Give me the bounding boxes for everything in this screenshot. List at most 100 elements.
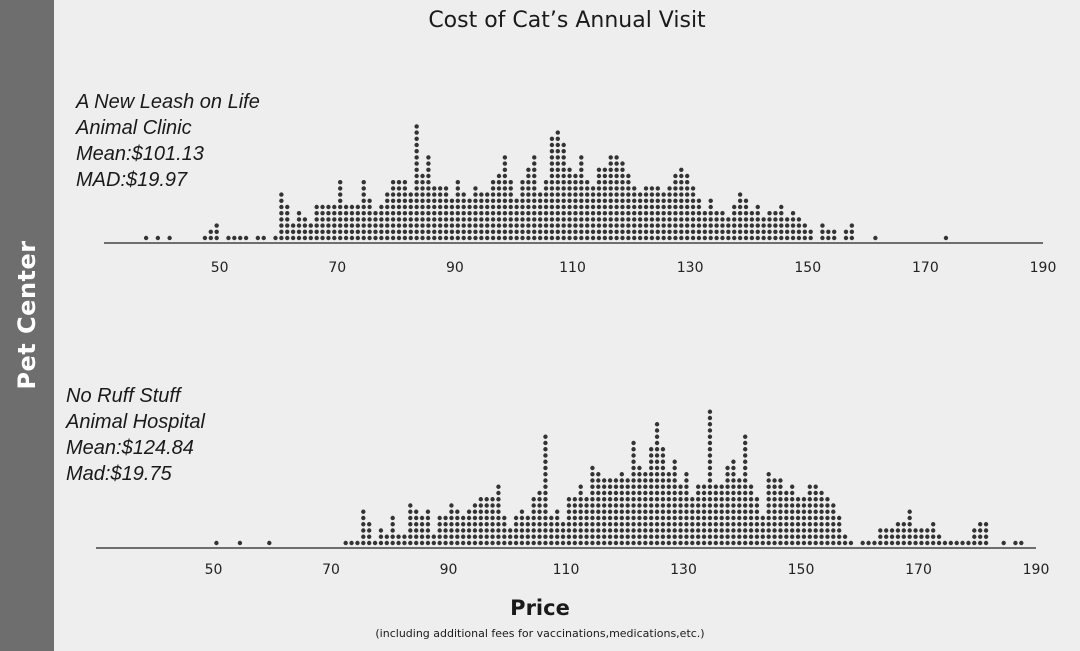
- data-dot: [673, 229, 678, 234]
- data-dot: [602, 229, 608, 234]
- data-dot: [648, 490, 654, 496]
- data-dot: [543, 223, 549, 228]
- data-dot: [690, 534, 695, 539]
- data-dot: [432, 211, 437, 216]
- data-dot: [413, 509, 419, 514]
- data-dot: [731, 515, 736, 521]
- data-dot: [560, 522, 566, 527]
- data-dot: [684, 229, 690, 234]
- data-dot: [361, 515, 366, 521]
- data-dot: [620, 186, 625, 191]
- data-dot: [637, 229, 643, 234]
- data-dot: [578, 503, 583, 508]
- data-dot: [537, 229, 543, 234]
- data-dot: [402, 180, 408, 185]
- data-dot: [561, 186, 566, 191]
- data-dot: [643, 515, 648, 521]
- data-dot: [619, 540, 625, 546]
- data-dot: [479, 229, 484, 234]
- data-dot: [485, 192, 490, 197]
- data-dot: [472, 522, 478, 527]
- data-dot: [366, 540, 372, 546]
- data-dot: [561, 142, 566, 148]
- data-dot: [543, 192, 549, 197]
- data-dot: [731, 484, 736, 489]
- data-dot: [772, 497, 777, 502]
- data-dot: [485, 198, 490, 203]
- data-dot: [408, 515, 413, 521]
- data-dot: [690, 192, 696, 197]
- data-dot: [390, 540, 395, 546]
- data-dot: [737, 192, 743, 197]
- data-dot: [473, 217, 478, 222]
- data-dot: [496, 235, 502, 241]
- data-dot: [661, 235, 666, 241]
- data-dot: [519, 509, 525, 514]
- data-dot: [514, 211, 519, 216]
- data-dot: [614, 192, 619, 197]
- data-dot: [637, 472, 642, 477]
- data-dot: [907, 534, 912, 539]
- data-dot: [608, 229, 613, 234]
- data-dot: [666, 528, 672, 533]
- data-dot: [555, 217, 560, 222]
- data-dot: [648, 459, 654, 464]
- chart-title: Cost of Cat’s Annual Visit: [428, 8, 706, 33]
- data-dot: [455, 540, 460, 546]
- data-dot: [532, 192, 537, 197]
- data-dot: [614, 204, 619, 210]
- data-dot: [472, 540, 478, 546]
- data-dot: [737, 503, 742, 508]
- x-tick-label-top: 150: [794, 260, 821, 276]
- data-dot: [567, 186, 572, 191]
- data-dot: [690, 217, 696, 222]
- data-dot: [414, 223, 419, 228]
- data-dot: [467, 235, 472, 241]
- data-dot: [913, 540, 918, 546]
- data-dot: [643, 186, 649, 191]
- data-dot: [349, 229, 355, 234]
- data-dot: [425, 528, 431, 533]
- data-dot: [619, 490, 625, 496]
- data-dot: [772, 534, 777, 539]
- data-dot: [637, 192, 643, 197]
- data-dot: [285, 229, 290, 234]
- data-dot: [578, 522, 583, 527]
- data-dot: [426, 235, 431, 241]
- data-dot: [655, 235, 660, 241]
- data-dot: [232, 235, 237, 241]
- data-dot: [561, 161, 566, 166]
- data-dot: [379, 211, 384, 216]
- data-dot: [789, 534, 795, 539]
- data-dot: [690, 528, 695, 533]
- data-dot: [337, 204, 343, 210]
- data-dot: [913, 534, 918, 539]
- data-dot: [801, 528, 807, 533]
- data-dot: [455, 192, 461, 197]
- data-dot: [490, 522, 495, 527]
- data-dot: [554, 528, 560, 533]
- data-dot: [549, 515, 554, 521]
- data-dot: [654, 484, 660, 489]
- data-dot: [708, 211, 713, 216]
- data-dot: [713, 484, 719, 489]
- data-dot: [719, 484, 724, 489]
- group-label-top: A New Leash on Life Animal Clinic Mean:$…: [76, 89, 260, 193]
- data-dot: [801, 515, 807, 521]
- data-dot: [572, 540, 578, 546]
- data-dot: [878, 540, 883, 546]
- data-dot: [619, 478, 625, 483]
- data-dot: [531, 497, 536, 502]
- data-dot: [743, 223, 749, 228]
- data-dot: [737, 490, 742, 496]
- data-dot: [485, 204, 490, 210]
- data-dot: [737, 534, 742, 539]
- data-dot: [590, 497, 595, 502]
- data-dot: [479, 223, 484, 228]
- data-dot: [719, 490, 724, 496]
- data-dot: [643, 497, 648, 502]
- data-dot: [702, 223, 708, 228]
- data-dot: [643, 472, 648, 477]
- data-dot: [402, 534, 407, 539]
- data-dot: [707, 534, 713, 539]
